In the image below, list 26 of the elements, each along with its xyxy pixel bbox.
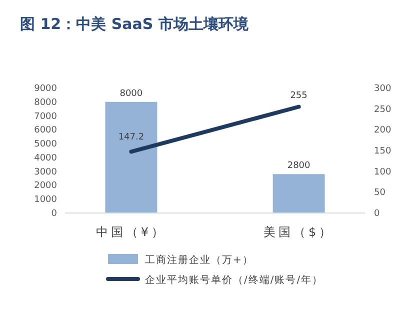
legend-label: 企业平均账号单价（/终端/账号/年） <box>145 274 324 286</box>
data-label: 2800 <box>287 161 311 172</box>
y2-tick-label: 300 <box>374 84 392 94</box>
chart-title: 图 12：中美 SaaS 市场土壤环境 <box>20 15 250 33</box>
legend-label: 工商注册企业（万+） <box>145 254 254 266</box>
y-tick-label: 4000 <box>34 153 58 164</box>
y-tick-label: 7000 <box>34 112 58 122</box>
x-tick-label: 中国（¥） <box>96 225 167 239</box>
y-tick-label: 5000 <box>34 140 58 150</box>
data-label: 255 <box>290 90 308 101</box>
data-label: 8000 <box>120 88 143 99</box>
y-tick-label: 0 <box>51 209 58 219</box>
y2-tick-label: 50 <box>374 188 386 198</box>
y-tick-label: 3000 <box>34 167 58 178</box>
y-tick-label: 1000 <box>34 195 58 206</box>
y-tick-label: 8000 <box>34 98 58 108</box>
y-tick-label: 9000 <box>34 84 58 94</box>
y2-tick-label: 100 <box>374 167 392 178</box>
y2-tick-label: 0 <box>374 209 380 219</box>
y2-tick-label: 250 <box>374 104 392 115</box>
data-label: 147.2 <box>118 132 144 143</box>
y-tick-label: 6000 <box>34 126 58 136</box>
y-tick-label: 2000 <box>34 181 58 192</box>
y2-tick-label: 150 <box>374 146 392 156</box>
x-tick-label: 美国（$） <box>263 225 334 239</box>
y2-tick-label: 200 <box>374 126 392 136</box>
